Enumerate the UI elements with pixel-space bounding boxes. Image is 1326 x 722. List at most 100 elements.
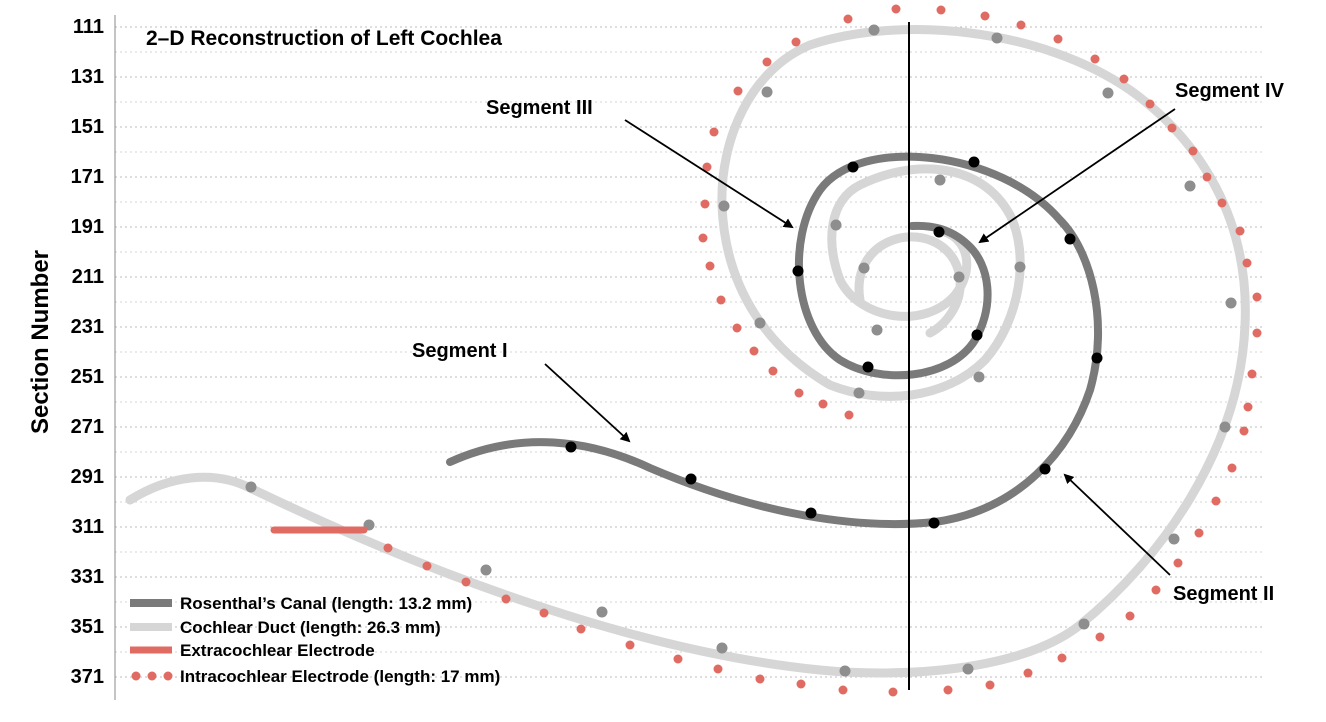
electrode-dot (888, 687, 898, 697)
duct-marker (858, 262, 870, 274)
electrode-dot (1235, 226, 1245, 236)
figure-title: 2–D Reconstruction of Left Cochlea (146, 27, 502, 50)
canal-marker (1039, 463, 1051, 475)
electrode-dot (980, 11, 990, 21)
electrode-dot (713, 664, 723, 674)
electrode-dot (1090, 54, 1100, 64)
electrode-dot (755, 674, 765, 684)
canal-marker (1064, 233, 1076, 245)
electrode-dot (1095, 632, 1105, 642)
electrode-dot (844, 410, 854, 420)
segment-iii-arrow (624, 119, 794, 229)
legend-label: Intracochlear Electrode (length: 17 mm) (180, 667, 500, 686)
legend-symbol-intracochlear (147, 671, 157, 681)
duct-marker (754, 317, 766, 329)
y-tick-label: 171 (71, 166, 104, 188)
electrode-dot (1194, 528, 1204, 538)
duct-marker (868, 24, 880, 36)
electrode-dot (1242, 258, 1252, 268)
duct-marker (718, 200, 730, 212)
electrode-dot (936, 5, 946, 15)
duct-marker (991, 32, 1003, 44)
y-tick-label: 331 (71, 566, 104, 588)
electrode-dot (732, 323, 742, 333)
electrode-dot (1057, 653, 1067, 663)
y-tick-label: 111 (73, 16, 104, 38)
y-tick-label: 311 (72, 516, 104, 538)
electrode-dot (1247, 369, 1257, 379)
segment-ii-arrow (1063, 473, 1171, 576)
legend-symbol-intracochlear (163, 671, 173, 681)
electrode-dot (1252, 328, 1262, 338)
electrode-dot (1227, 463, 1237, 473)
electrode-dot (1016, 20, 1026, 30)
canal-marker (971, 329, 983, 341)
duct-marker (853, 387, 865, 399)
duct-marker (934, 174, 946, 186)
segment-i-label: Segment I (412, 340, 508, 362)
legend-label: Cochlear Duct (length: 26.3 mm) (180, 618, 441, 637)
electrode-dot (1173, 558, 1183, 568)
duct-marker (839, 665, 851, 677)
duct-marker (962, 663, 974, 675)
electrode-dot (891, 4, 901, 14)
electrode-dot (796, 679, 806, 689)
electrode-dot (818, 399, 828, 409)
cochlear-duct-markers (245, 24, 1237, 677)
y-tick-label: 131 (71, 66, 104, 88)
canal-marker (792, 265, 804, 277)
y-axis-label: Section Number (27, 250, 54, 434)
electrode-dot (843, 14, 853, 24)
duct-marker (716, 642, 728, 654)
y-tick-label: 271 (71, 416, 104, 438)
y-axis-ticks: 111 131 151 171 191 211 231 251 271 291 … (71, 16, 104, 688)
y-tick-label: 251 (71, 366, 104, 388)
legend-label: Rosenthal’s Canal (length: 13.2 mm) (180, 594, 472, 613)
y-tick-label: 291 (71, 466, 104, 488)
cochlear-duct-inner (854, 232, 965, 338)
canal-marker (565, 441, 577, 453)
duct-marker (1184, 180, 1196, 192)
duct-marker (1102, 87, 1114, 99)
electrode-dot (1119, 74, 1129, 84)
duct-marker (1078, 618, 1090, 630)
electrode-dot (700, 199, 710, 209)
electrode-dot (838, 685, 848, 695)
electrode-dot (1145, 99, 1155, 109)
y-tick-label: 151 (71, 116, 104, 138)
electrode-dot (383, 543, 393, 553)
canal-marker (685, 473, 697, 485)
electrode-dot (749, 346, 759, 356)
electrode-dot (1239, 426, 1249, 436)
electrode-dot (768, 366, 778, 376)
y-tick-label: 231 (71, 316, 104, 338)
electrode-dot (1252, 292, 1262, 302)
electrode-dot (705, 261, 715, 271)
canal-marker (928, 517, 940, 529)
duct-marker (761, 86, 773, 98)
duct-marker (830, 219, 842, 231)
canal-marker (847, 161, 859, 173)
segment-ii-label: Segment II (1173, 583, 1274, 605)
duct-marker (953, 271, 965, 283)
electrode-dot (1167, 123, 1177, 133)
electrode-dot (576, 624, 586, 634)
electrode-dot (762, 57, 772, 67)
legend: Rosenthal’s Canal (length: 13.2 mm) Coch… (130, 594, 500, 686)
electrode-dot (943, 685, 953, 695)
intracochlear-electrode-dots (383, 4, 1262, 697)
electrode-dot (791, 37, 801, 47)
electrode-dot (709, 127, 719, 137)
electrode-dot (698, 233, 708, 243)
rosenthals-canal-markers (565, 156, 1103, 529)
canal-marker (968, 156, 980, 168)
electrode-dot (1151, 585, 1161, 595)
cochlear-duct (125, 25, 1250, 678)
canal-marker (1091, 352, 1103, 364)
canal-marker (805, 507, 817, 519)
electrode-dot (1125, 611, 1135, 621)
electrode-dot (422, 561, 432, 571)
gridlines (115, 26, 1262, 678)
electrode-dot (1211, 496, 1221, 506)
